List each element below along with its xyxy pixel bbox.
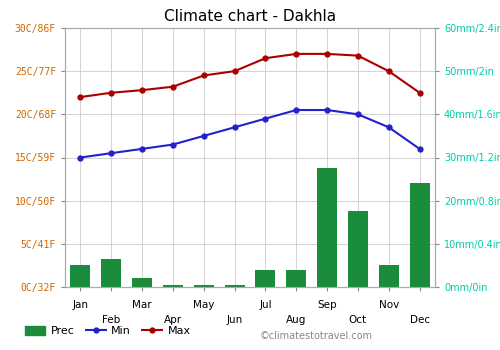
Bar — [194, 285, 214, 287]
Bar — [163, 285, 183, 287]
Bar — [256, 270, 276, 287]
Text: Apr: Apr — [164, 315, 182, 325]
Bar — [132, 278, 152, 287]
Text: Dec: Dec — [410, 315, 430, 325]
Bar — [410, 183, 430, 287]
Text: Jan: Jan — [72, 300, 88, 310]
Text: Jun: Jun — [226, 315, 242, 325]
Text: Mar: Mar — [132, 300, 152, 310]
Legend: Prec, Min, Max: Prec, Min, Max — [20, 322, 195, 341]
Text: Aug: Aug — [286, 315, 306, 325]
Text: May: May — [193, 300, 214, 310]
Bar — [348, 211, 368, 287]
Bar — [101, 259, 121, 287]
Bar — [317, 168, 337, 287]
Bar — [378, 265, 399, 287]
Title: Climate chart - Dakhla: Climate chart - Dakhla — [164, 9, 336, 24]
Text: Sep: Sep — [318, 300, 337, 310]
Bar — [286, 270, 306, 287]
Text: Oct: Oct — [349, 315, 367, 325]
Text: Nov: Nov — [378, 300, 399, 310]
Text: Jul: Jul — [259, 300, 272, 310]
Text: Feb: Feb — [102, 315, 120, 325]
Text: ©climatestotravel.com: ©climatestotravel.com — [260, 331, 373, 341]
Bar — [70, 265, 90, 287]
Bar — [224, 285, 244, 287]
